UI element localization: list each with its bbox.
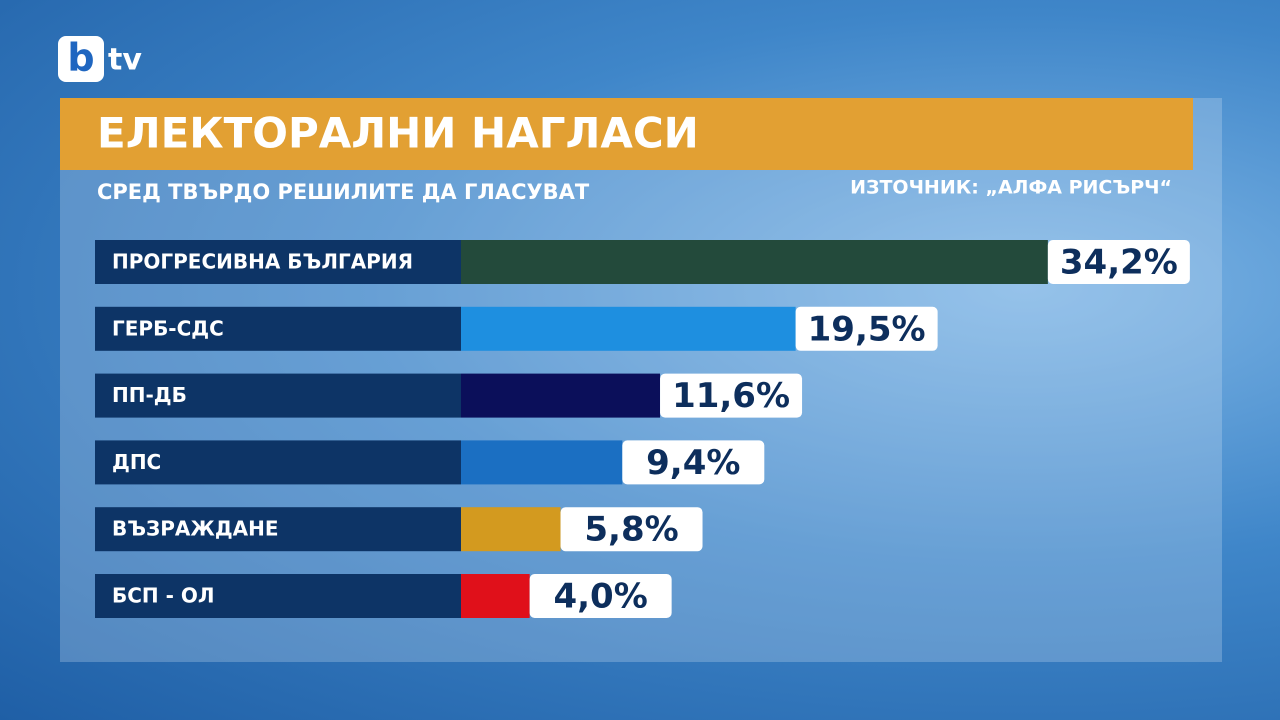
category-box — [95, 240, 461, 284]
value-label: 34,2% — [1060, 243, 1178, 283]
category-label: ВЪЗРАЖДАНЕ — [112, 517, 279, 541]
value-box — [560, 507, 703, 552]
category-box — [95, 440, 461, 485]
value-label: 19,5% — [808, 309, 926, 349]
title-bar — [60, 98, 1193, 170]
category-label: ДПС — [112, 450, 161, 474]
bar — [461, 440, 623, 485]
value-box — [622, 440, 765, 485]
value-box — [660, 373, 803, 418]
bar — [461, 240, 1048, 284]
category-box — [95, 507, 461, 552]
logo-mark: b — [67, 36, 94, 80]
bar — [461, 507, 561, 552]
value-label: 4,0% — [553, 577, 647, 617]
bar — [461, 306, 796, 351]
category-label: БСП - ОЛ — [112, 584, 215, 608]
value-label: 5,8% — [584, 510, 678, 550]
logo-text: tv — [108, 43, 142, 78]
category-label: ГЕРБ-СДС — [112, 316, 224, 340]
value-box — [1047, 240, 1190, 284]
value-label: 11,6% — [672, 376, 790, 416]
value-box — [529, 574, 672, 618]
chart-subtitle: СРЕД ТВЪРДО РЕШИЛИТЕ ДА ГЛАСУВАТ — [97, 180, 590, 204]
category-box — [95, 574, 461, 618]
logo-box — [58, 36, 104, 82]
category-box — [95, 373, 461, 418]
value-label: 9,4% — [646, 443, 740, 483]
category-label: ПП-ДБ — [112, 383, 187, 407]
category-box — [95, 306, 461, 351]
bar — [461, 574, 530, 618]
value-box — [795, 306, 938, 351]
category-label: ПРОГРЕСИВНА БЪЛГАРИЯ — [112, 250, 413, 274]
chart-title: ЕЛЕКТОРАЛНИ НАГЛАСИ — [97, 109, 699, 158]
source: ИЗТОЧНИК: „АЛФА РИСЪРЧ“ — [850, 177, 1172, 199]
bar — [461, 373, 661, 418]
